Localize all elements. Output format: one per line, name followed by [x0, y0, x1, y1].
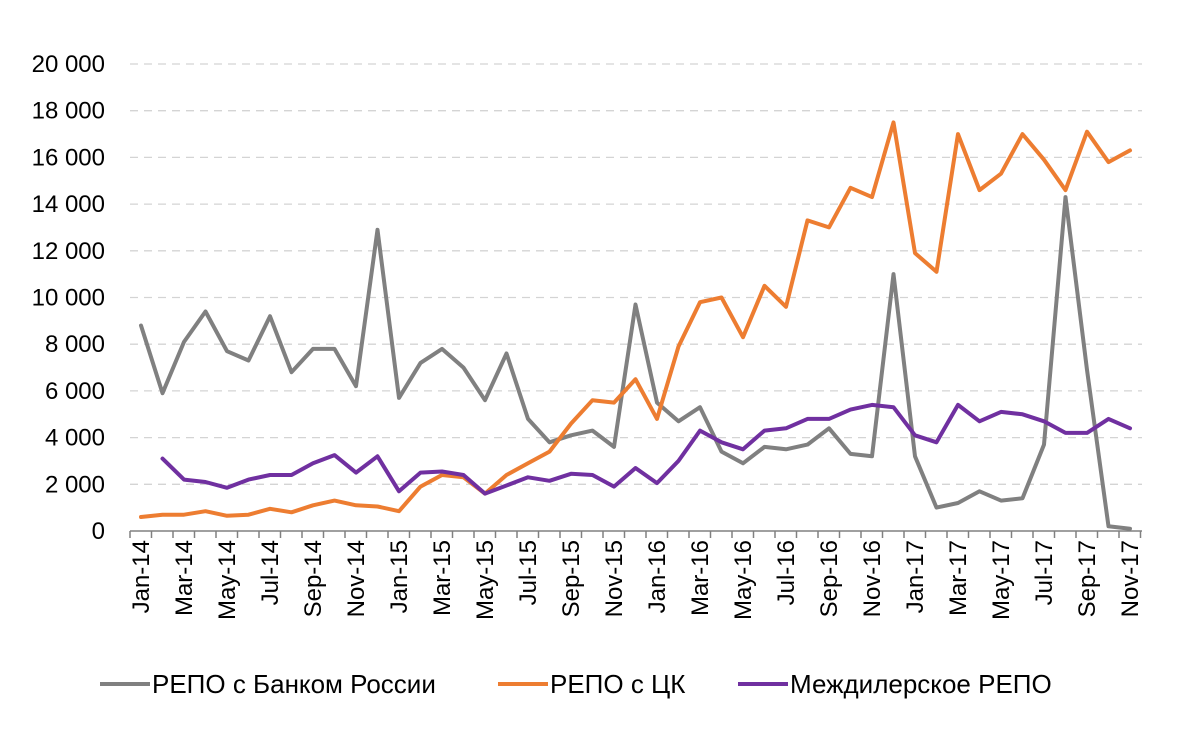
x-axis: Jan-14 Mar-14 May-14 Jul-14 Sep-14 Nov-14 Jan-… [128, 530, 1144, 620]
x-tick-label: Mar-15 [429, 540, 456, 616]
series-line-1 [139, 120, 1132, 519]
legend-item-bank-of-russia: РЕПО с Банком России [100, 669, 436, 699]
x-tick-label: Nov-15 [601, 540, 628, 617]
y-tick-label: 14 000 [32, 191, 105, 218]
series-line-2 [160, 402, 1132, 496]
x-tick-label: Mar-16 [687, 540, 714, 616]
x-tick-label: Sep-14 [300, 540, 327, 617]
x-tick-label: May-17 [988, 540, 1015, 620]
x-tick-label: Jan-17 [902, 540, 929, 613]
x-tick-label: Jul-16 [773, 540, 800, 605]
x-tick-label: May-16 [730, 540, 757, 620]
x-tick-label: Nov-17 [1117, 540, 1144, 617]
x-tick-label: Jan-15 [386, 540, 413, 613]
series-lines [139, 120, 1132, 531]
series-line-0 [139, 195, 1132, 531]
legend-item-central-counterparty: РЕПО с ЦК [498, 669, 685, 699]
y-tick-label: 20 000 [32, 51, 105, 78]
x-tick-label: Jan-16 [644, 540, 671, 613]
y-tick-label: 2 000 [45, 471, 105, 498]
y-tick-label: 16 000 [32, 144, 105, 171]
legend-label-central-counterparty: РЕПО с ЦК [550, 669, 685, 699]
x-tick-label: Jul-15 [515, 540, 542, 605]
y-tick-label: 12 000 [32, 238, 105, 265]
x-tick-label: May-14 [214, 540, 241, 620]
legend-label-interdealer: Междилерское РЕПО [790, 669, 1052, 699]
x-tick-label: Mar-14 [171, 540, 198, 616]
x-tick-label: Mar-17 [945, 540, 972, 616]
y-axis-ticks: 0 2 000 4 000 6 000 8 000 10 000 12 000 14 000 1… [32, 51, 105, 545]
x-tick-label: Sep-16 [816, 540, 843, 617]
x-tick-label: Nov-16 [859, 540, 886, 617]
y-tick-label: 4 000 [45, 425, 105, 452]
y-tick-label: 8 000 [45, 331, 105, 358]
x-tick-label: Sep-15 [558, 540, 585, 617]
x-tick-label: Nov-14 [343, 540, 370, 617]
x-tick-label: Jul-14 [257, 540, 284, 605]
y-tick-label: 0 [92, 518, 105, 545]
x-tick-label: Jan-14 [128, 540, 155, 613]
gridlines [130, 63, 1142, 485]
x-tick-label: Sep-17 [1074, 540, 1101, 617]
legend-item-interdealer: Междилерское РЕПО [738, 669, 1052, 699]
legend-label-bank-of-russia: РЕПО с Банком России [152, 669, 436, 699]
x-tick-label: Jul-17 [1031, 540, 1058, 605]
y-tick-label: 18 000 [32, 98, 105, 125]
legend: РЕПО с Банком России РЕПО с ЦК Междилерс… [100, 669, 1052, 699]
y-tick-label: 6 000 [45, 378, 105, 405]
x-tick-label: May-15 [472, 540, 499, 620]
y-tick-label: 10 000 [32, 285, 105, 312]
